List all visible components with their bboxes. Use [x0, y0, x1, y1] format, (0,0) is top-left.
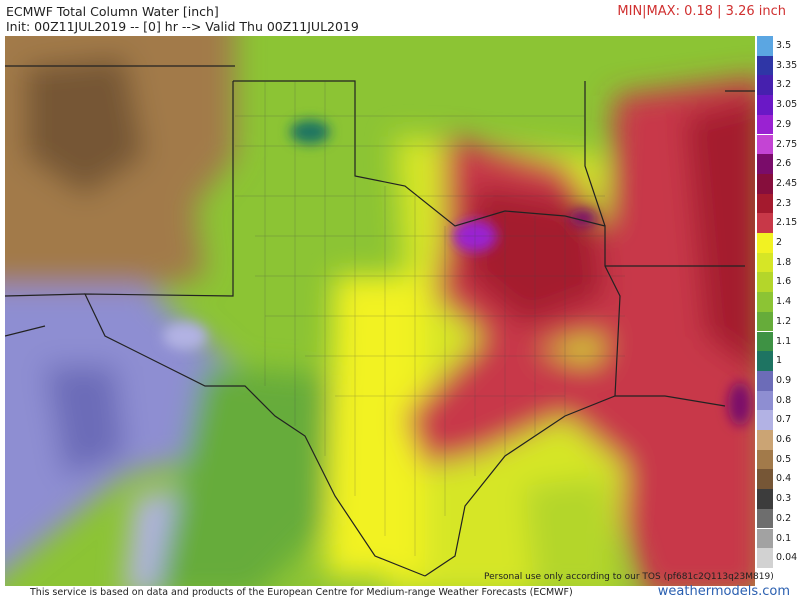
scale-label: 3.35 — [776, 59, 798, 71]
color-swatch — [757, 410, 773, 430]
color-swatch — [757, 548, 773, 568]
color-swatch — [757, 292, 773, 312]
scale-label: 2.45 — [776, 177, 798, 189]
scale-label: 2 — [776, 237, 783, 248]
color-swatch — [757, 430, 773, 450]
color-swatch — [757, 489, 773, 509]
color-swatch — [757, 193, 773, 214]
color-swatch — [757, 272, 773, 293]
scale-label: 0.8 — [776, 394, 792, 406]
scale-label: 1 — [776, 355, 783, 367]
scale-label: 1.6 — [776, 276, 792, 288]
scale-label: 2.6 — [776, 158, 792, 170]
color-swatch — [757, 449, 773, 470]
scale-label: 3.5 — [776, 40, 792, 51]
site-link[interactable]: weathermodels.com — [657, 584, 790, 599]
scale-label: 2.75 — [776, 138, 798, 150]
usage-notice: Personal use only according to our TOS (… — [484, 572, 774, 582]
county-lines — [235, 81, 625, 556]
scale-label: 0.5 — [776, 453, 792, 465]
scale-label: 0.7 — [776, 414, 792, 426]
color-swatch — [757, 95, 773, 115]
scale-label: 2.3 — [776, 197, 792, 209]
color-swatch — [757, 331, 773, 352]
color-swatch — [757, 351, 773, 371]
color-swatch — [757, 469, 773, 490]
color-swatch — [757, 390, 773, 411]
scale-label: 0.9 — [776, 374, 792, 386]
color-swatch — [757, 311, 773, 332]
color-swatch — [757, 173, 773, 194]
color-swatch — [757, 36, 773, 56]
scale-label: 0.1 — [776, 532, 792, 544]
scale-label: 0.04 — [776, 552, 798, 564]
borders — [5, 65, 755, 577]
scale-label: 1.2 — [776, 315, 792, 327]
scale-label: 1.1 — [776, 335, 792, 347]
map-subtitle: Init: 00Z11JUL2019 -- [0] hr --> Valid T… — [6, 19, 359, 34]
min-max: MIN|MAX: 0.18 | 3.26 inch — [617, 4, 786, 19]
scale-label: 3.2 — [776, 79, 792, 91]
color-swatch — [757, 75, 773, 96]
scale-label: 0.6 — [776, 434, 792, 445]
scale-label: 1.8 — [776, 256, 792, 268]
color-swatch — [757, 233, 773, 253]
scale-label: 2.15 — [776, 217, 798, 229]
field — [5, 36, 755, 586]
color-swatch — [757, 55, 773, 76]
scale-label: 0.4 — [776, 473, 792, 485]
color-swatch — [757, 370, 773, 391]
map-title: ECMWF Total Column Water [inch] — [6, 4, 219, 19]
color-swatch — [757, 114, 773, 135]
color-swatch — [757, 252, 773, 273]
color-swatch — [757, 213, 773, 233]
data-source: This service is based on data and produc… — [30, 587, 573, 598]
weather-map — [5, 36, 755, 586]
color-swatch — [757, 134, 773, 155]
scale-label: 3.05 — [776, 99, 798, 111]
scale-label: 0.2 — [776, 512, 792, 524]
color-swatch — [757, 508, 773, 529]
scale-label: 1.4 — [776, 296, 792, 308]
scale-label: 0.3 — [776, 493, 792, 505]
color-swatch — [757, 154, 773, 174]
scale-label: 2.9 — [776, 118, 792, 130]
color-swatch — [757, 528, 773, 549]
